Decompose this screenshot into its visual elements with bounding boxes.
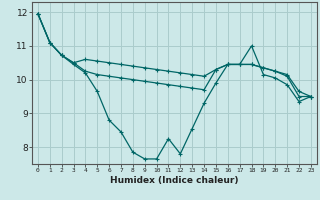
- X-axis label: Humidex (Indice chaleur): Humidex (Indice chaleur): [110, 176, 239, 185]
